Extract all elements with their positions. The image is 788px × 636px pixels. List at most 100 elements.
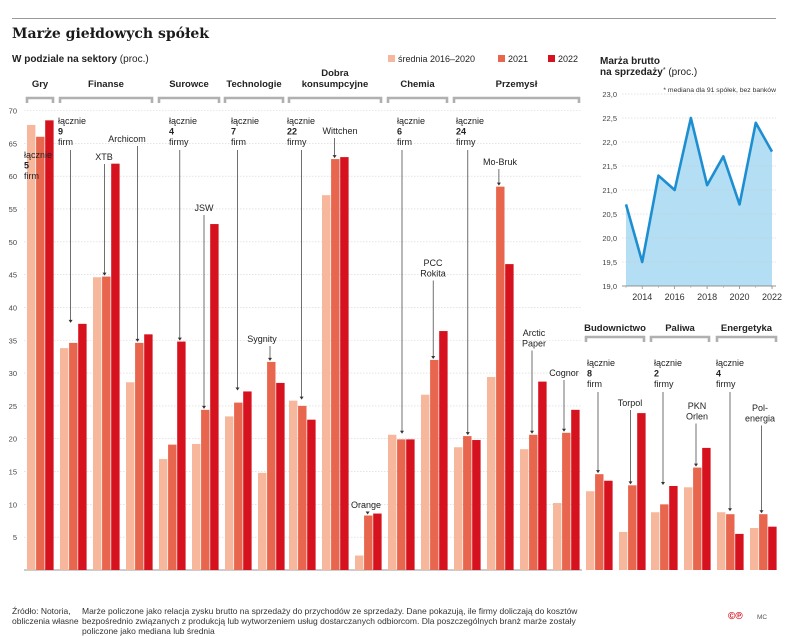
sector-count: 4 <box>169 127 174 137</box>
bar <box>289 400 298 570</box>
bar <box>168 444 177 570</box>
line-x-tick-label: 2016 <box>665 292 685 302</box>
annotation-arrow <box>628 481 633 485</box>
y-tick-label: 65 <box>9 139 17 148</box>
bar <box>45 120 54 570</box>
bar <box>69 342 78 570</box>
annotation-arrow <box>530 430 534 434</box>
bar <box>693 467 702 570</box>
annotation-arrow <box>562 428 566 432</box>
sector-bracket <box>25 96 55 103</box>
sector-bracket <box>223 96 285 103</box>
bar <box>210 224 219 571</box>
line-chart-unit: (proc.) <box>666 67 698 78</box>
sector-name: Finanse <box>88 79 124 90</box>
sector-count: firmy <box>654 379 674 389</box>
company-label: Pol-energia <box>745 403 775 424</box>
legend-swatch <box>388 55 395 62</box>
company-label-line: Wittchen <box>322 126 357 136</box>
annotation-arrow <box>202 405 206 409</box>
bar <box>192 443 201 570</box>
bar <box>520 449 529 570</box>
annotation-arrow <box>596 470 600 474</box>
bar <box>496 186 505 570</box>
annotation-arrow <box>728 508 732 512</box>
company-label-line: Torpol <box>618 398 643 408</box>
bar <box>735 533 744 570</box>
annotation-arrow <box>235 387 240 391</box>
bar <box>562 432 571 570</box>
bar <box>258 472 267 570</box>
line-chart-title: Marża brutto na sprzedaży* (proc.) <box>600 56 697 78</box>
bar <box>463 436 472 570</box>
sector-count: łącznie <box>456 116 484 126</box>
y-tick-label: 10 <box>9 500 17 509</box>
series-line <box>624 116 774 264</box>
bar <box>702 447 711 570</box>
annotation-arrow <box>299 396 304 400</box>
sector-count: łącznie <box>287 116 315 126</box>
sector-count: łącznie <box>587 358 615 368</box>
bar <box>586 491 595 570</box>
bar <box>388 434 397 570</box>
sector-count: 4 <box>716 369 721 379</box>
bar <box>267 361 276 570</box>
bar <box>660 504 669 570</box>
company-label-line: Archicom <box>108 134 146 144</box>
bar <box>397 439 406 570</box>
top-rule <box>12 18 776 19</box>
sector-count: łącznie <box>397 116 425 126</box>
bar <box>373 513 382 570</box>
bar <box>637 413 646 570</box>
sector-count: firm <box>397 137 412 147</box>
bar <box>60 348 69 570</box>
sector-bracket <box>715 335 778 342</box>
sector-count: firm <box>587 379 602 389</box>
bar <box>604 480 613 570</box>
line-x-tick-label: 2020 <box>730 292 750 302</box>
bar <box>472 440 481 570</box>
sector-bracket <box>58 96 154 103</box>
bar <box>717 512 726 570</box>
line-y-tick-label: 19,0 <box>602 282 617 291</box>
sector-count: łącznie <box>24 150 52 160</box>
sector-name: Energetyka <box>721 323 773 334</box>
sector-name: Budownictwo <box>584 323 646 334</box>
company-label: Wittchen <box>322 126 357 136</box>
sector-name-line: konsumpcyjne <box>302 79 369 90</box>
company-label: PCC Rokita <box>420 258 446 279</box>
y-tick-label: 45 <box>9 271 17 280</box>
sector-count: 5 <box>24 161 29 171</box>
bar <box>538 381 547 570</box>
legend-label: średnia 2016–2020 <box>398 54 475 64</box>
bar <box>439 331 448 570</box>
company-label-line: PKN <box>688 401 707 411</box>
bar <box>759 514 768 570</box>
sector-count: firm <box>58 137 73 147</box>
annotation-arrow <box>496 182 501 186</box>
sector-count: 24 <box>456 127 466 137</box>
bar <box>768 526 777 570</box>
legend-swatch <box>548 55 555 62</box>
annotation-arrow <box>268 357 272 361</box>
author-initials: MC <box>757 614 768 621</box>
sector-count: 7 <box>231 127 236 137</box>
sector-count: 9 <box>58 127 63 137</box>
annotation-arrow <box>400 430 404 434</box>
legend-label: 2021 <box>508 54 528 64</box>
company-label-line: XTB <box>95 152 113 162</box>
sector-count: łącznie <box>231 116 259 126</box>
annotation-arrow <box>661 481 665 485</box>
annotation-arrow <box>177 337 182 341</box>
bar <box>726 514 735 570</box>
company-label: Torpol <box>618 398 643 408</box>
line-chart-title-line: Marża brutto <box>600 56 660 67</box>
sector-bracket <box>452 96 581 103</box>
footer-note: Marże policzone jako relacja zysku brutt… <box>82 606 578 636</box>
sector-count: 2 <box>654 369 659 379</box>
sector-count: firmy <box>716 379 736 389</box>
company-label-line: JSW <box>195 203 215 213</box>
legend-swatch <box>498 55 505 62</box>
bar <box>331 159 340 570</box>
